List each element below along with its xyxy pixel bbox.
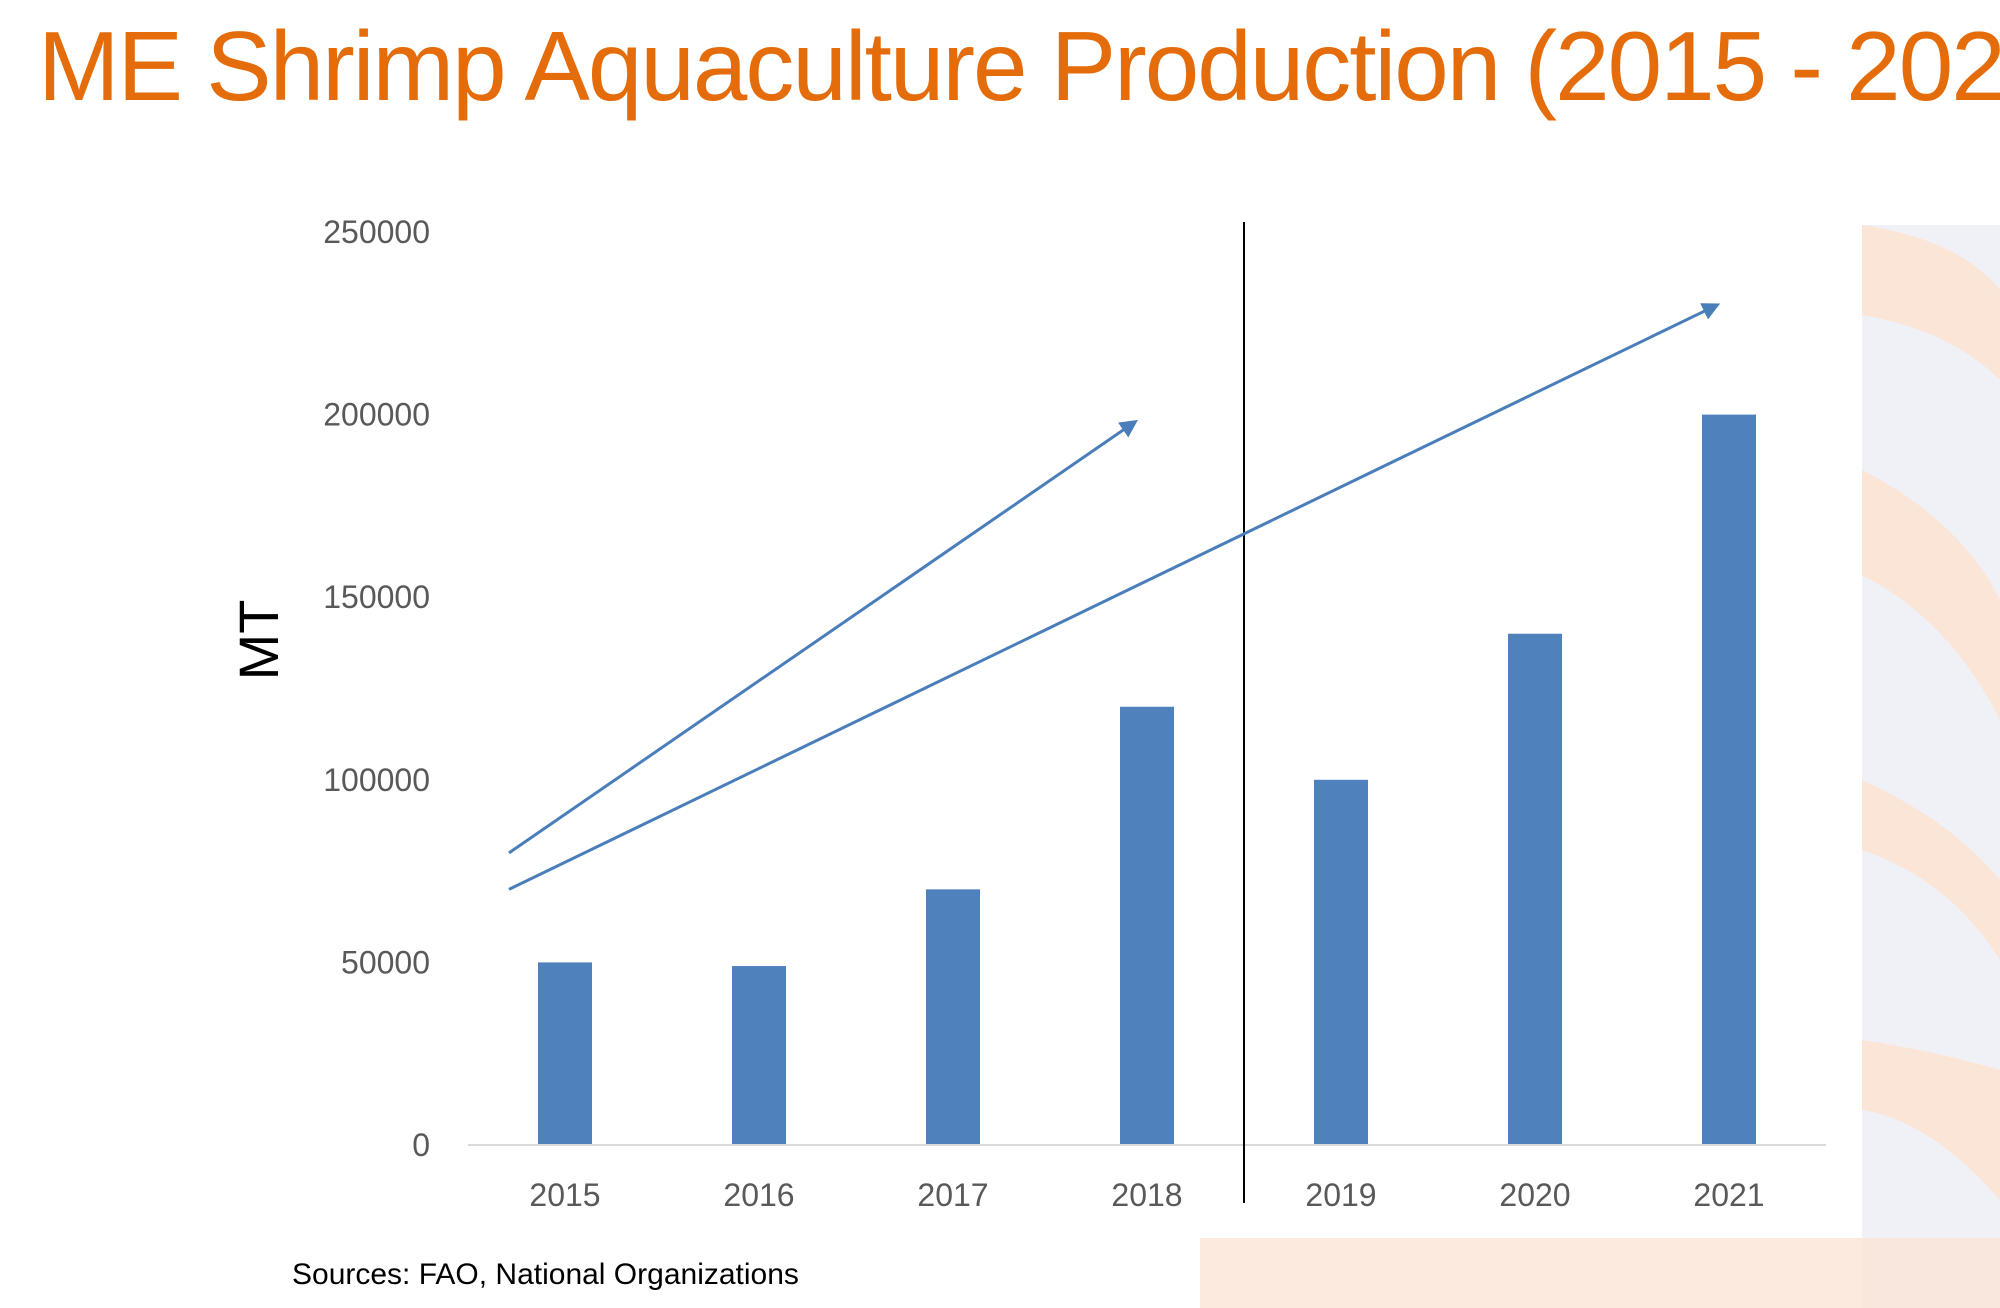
trend-arrow	[508, 419, 1138, 855]
y-tick-label: 100000	[323, 762, 430, 798]
bar-2019	[1314, 779, 1368, 1145]
y-tick-label: 150000	[323, 579, 430, 615]
decor-arc	[1862, 470, 2000, 720]
page-title: ME Shrimp Aquaculture Production (2015 -…	[38, 11, 2000, 121]
source-note: Sources: FAO, National Organizations	[292, 1258, 799, 1291]
y-tick-label: 250000	[323, 214, 430, 250]
decor-footer	[1200, 1238, 2000, 1308]
x-tick-label: 2020	[1499, 1177, 1570, 1213]
decor-arc	[1862, 780, 2000, 960]
decor-arc	[1862, 225, 2000, 380]
x-tick-label: 2016	[723, 1177, 794, 1213]
x-tick-label: 2018	[1111, 1177, 1182, 1213]
bar-2020	[1508, 633, 1562, 1145]
x-tick-label: 2015	[529, 1177, 600, 1213]
decor-arc	[1862, 1040, 2000, 1200]
bar-2017	[926, 889, 980, 1145]
bar-2021	[1702, 414, 1756, 1146]
y-tick-label: 50000	[341, 944, 430, 980]
bar-2016	[732, 966, 786, 1145]
y-tick-label: 0	[412, 1127, 430, 1163]
bar-2018	[1120, 706, 1174, 1145]
y-tick-label: 200000	[323, 397, 430, 433]
x-tick-label: 2021	[1693, 1177, 1764, 1213]
x-tick-label: 2017	[917, 1177, 988, 1213]
x-tick-label: 2019	[1305, 1177, 1376, 1213]
y-axis-label: MT	[227, 600, 290, 681]
bar-2015	[538, 962, 592, 1145]
trend-arrow	[508, 303, 1721, 891]
